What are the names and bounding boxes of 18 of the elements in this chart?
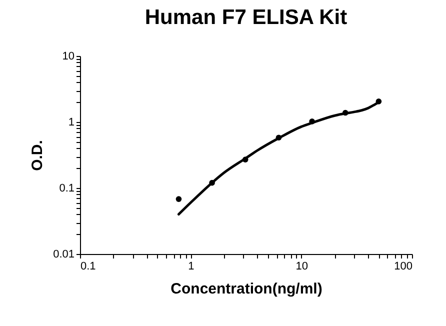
point xyxy=(309,118,315,124)
chart-title: Human F7 ELISA Kit xyxy=(144,6,348,29)
x-tick-label: 0.1 xyxy=(80,260,96,272)
y-tick-label: 0.01 xyxy=(53,248,74,260)
x-axis-title: Concentration(ng/ml) xyxy=(170,280,322,298)
x-tick-label: 100 xyxy=(394,260,412,272)
x-tick-label: 10 xyxy=(296,260,308,272)
point xyxy=(209,180,215,186)
y-tick-label: 10 xyxy=(62,50,74,62)
point xyxy=(176,196,182,202)
y-axis-title: O.D. xyxy=(29,140,46,171)
point xyxy=(242,156,248,162)
point xyxy=(342,110,348,116)
point xyxy=(376,98,382,104)
y-tick-label: 0.1 xyxy=(59,182,74,194)
x-tick-label: 1 xyxy=(188,260,194,272)
y-tick-label: 1 xyxy=(68,116,74,128)
point xyxy=(276,134,282,141)
